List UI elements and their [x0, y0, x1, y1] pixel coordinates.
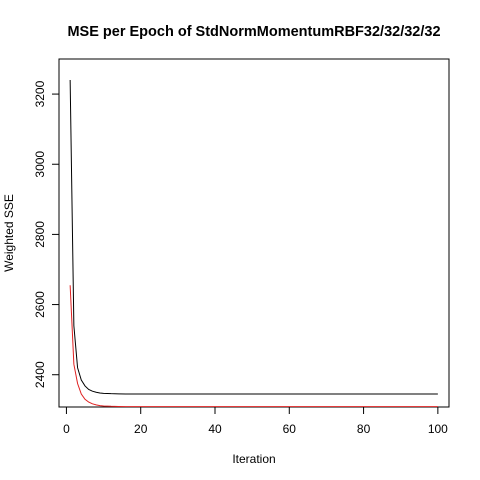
y-axis: 2400 2600 2800 3000 3200 — [33, 80, 59, 388]
x-axis: 0 20 40 60 80 100 — [63, 407, 448, 436]
y-tick-label: 2600 — [33, 291, 47, 318]
series-line-2 — [69, 285, 438, 407]
y-tick-label: 3200 — [33, 80, 47, 107]
x-tick-label: 40 — [208, 422, 222, 436]
y-axis-label: Weighted SSE — [2, 194, 16, 272]
x-tick-label: 20 — [134, 422, 148, 436]
y-tick-label: 2400 — [33, 361, 47, 388]
x-axis-label: Iteration — [232, 452, 275, 466]
series-line-1 — [69, 80, 438, 395]
x-tick-label: 60 — [283, 422, 297, 436]
x-tick-label: 80 — [357, 422, 371, 436]
chart-title: MSE per Epoch of StdNormMomentumRBF32/32… — [67, 24, 440, 40]
x-tick-label: 0 — [63, 422, 70, 436]
y-tick-label: 2800 — [33, 221, 47, 248]
x-tick-label: 100 — [428, 422, 448, 436]
series-layer — [69, 80, 438, 407]
y-tick-label: 3000 — [33, 151, 47, 178]
plot-frame — [58, 58, 450, 408]
